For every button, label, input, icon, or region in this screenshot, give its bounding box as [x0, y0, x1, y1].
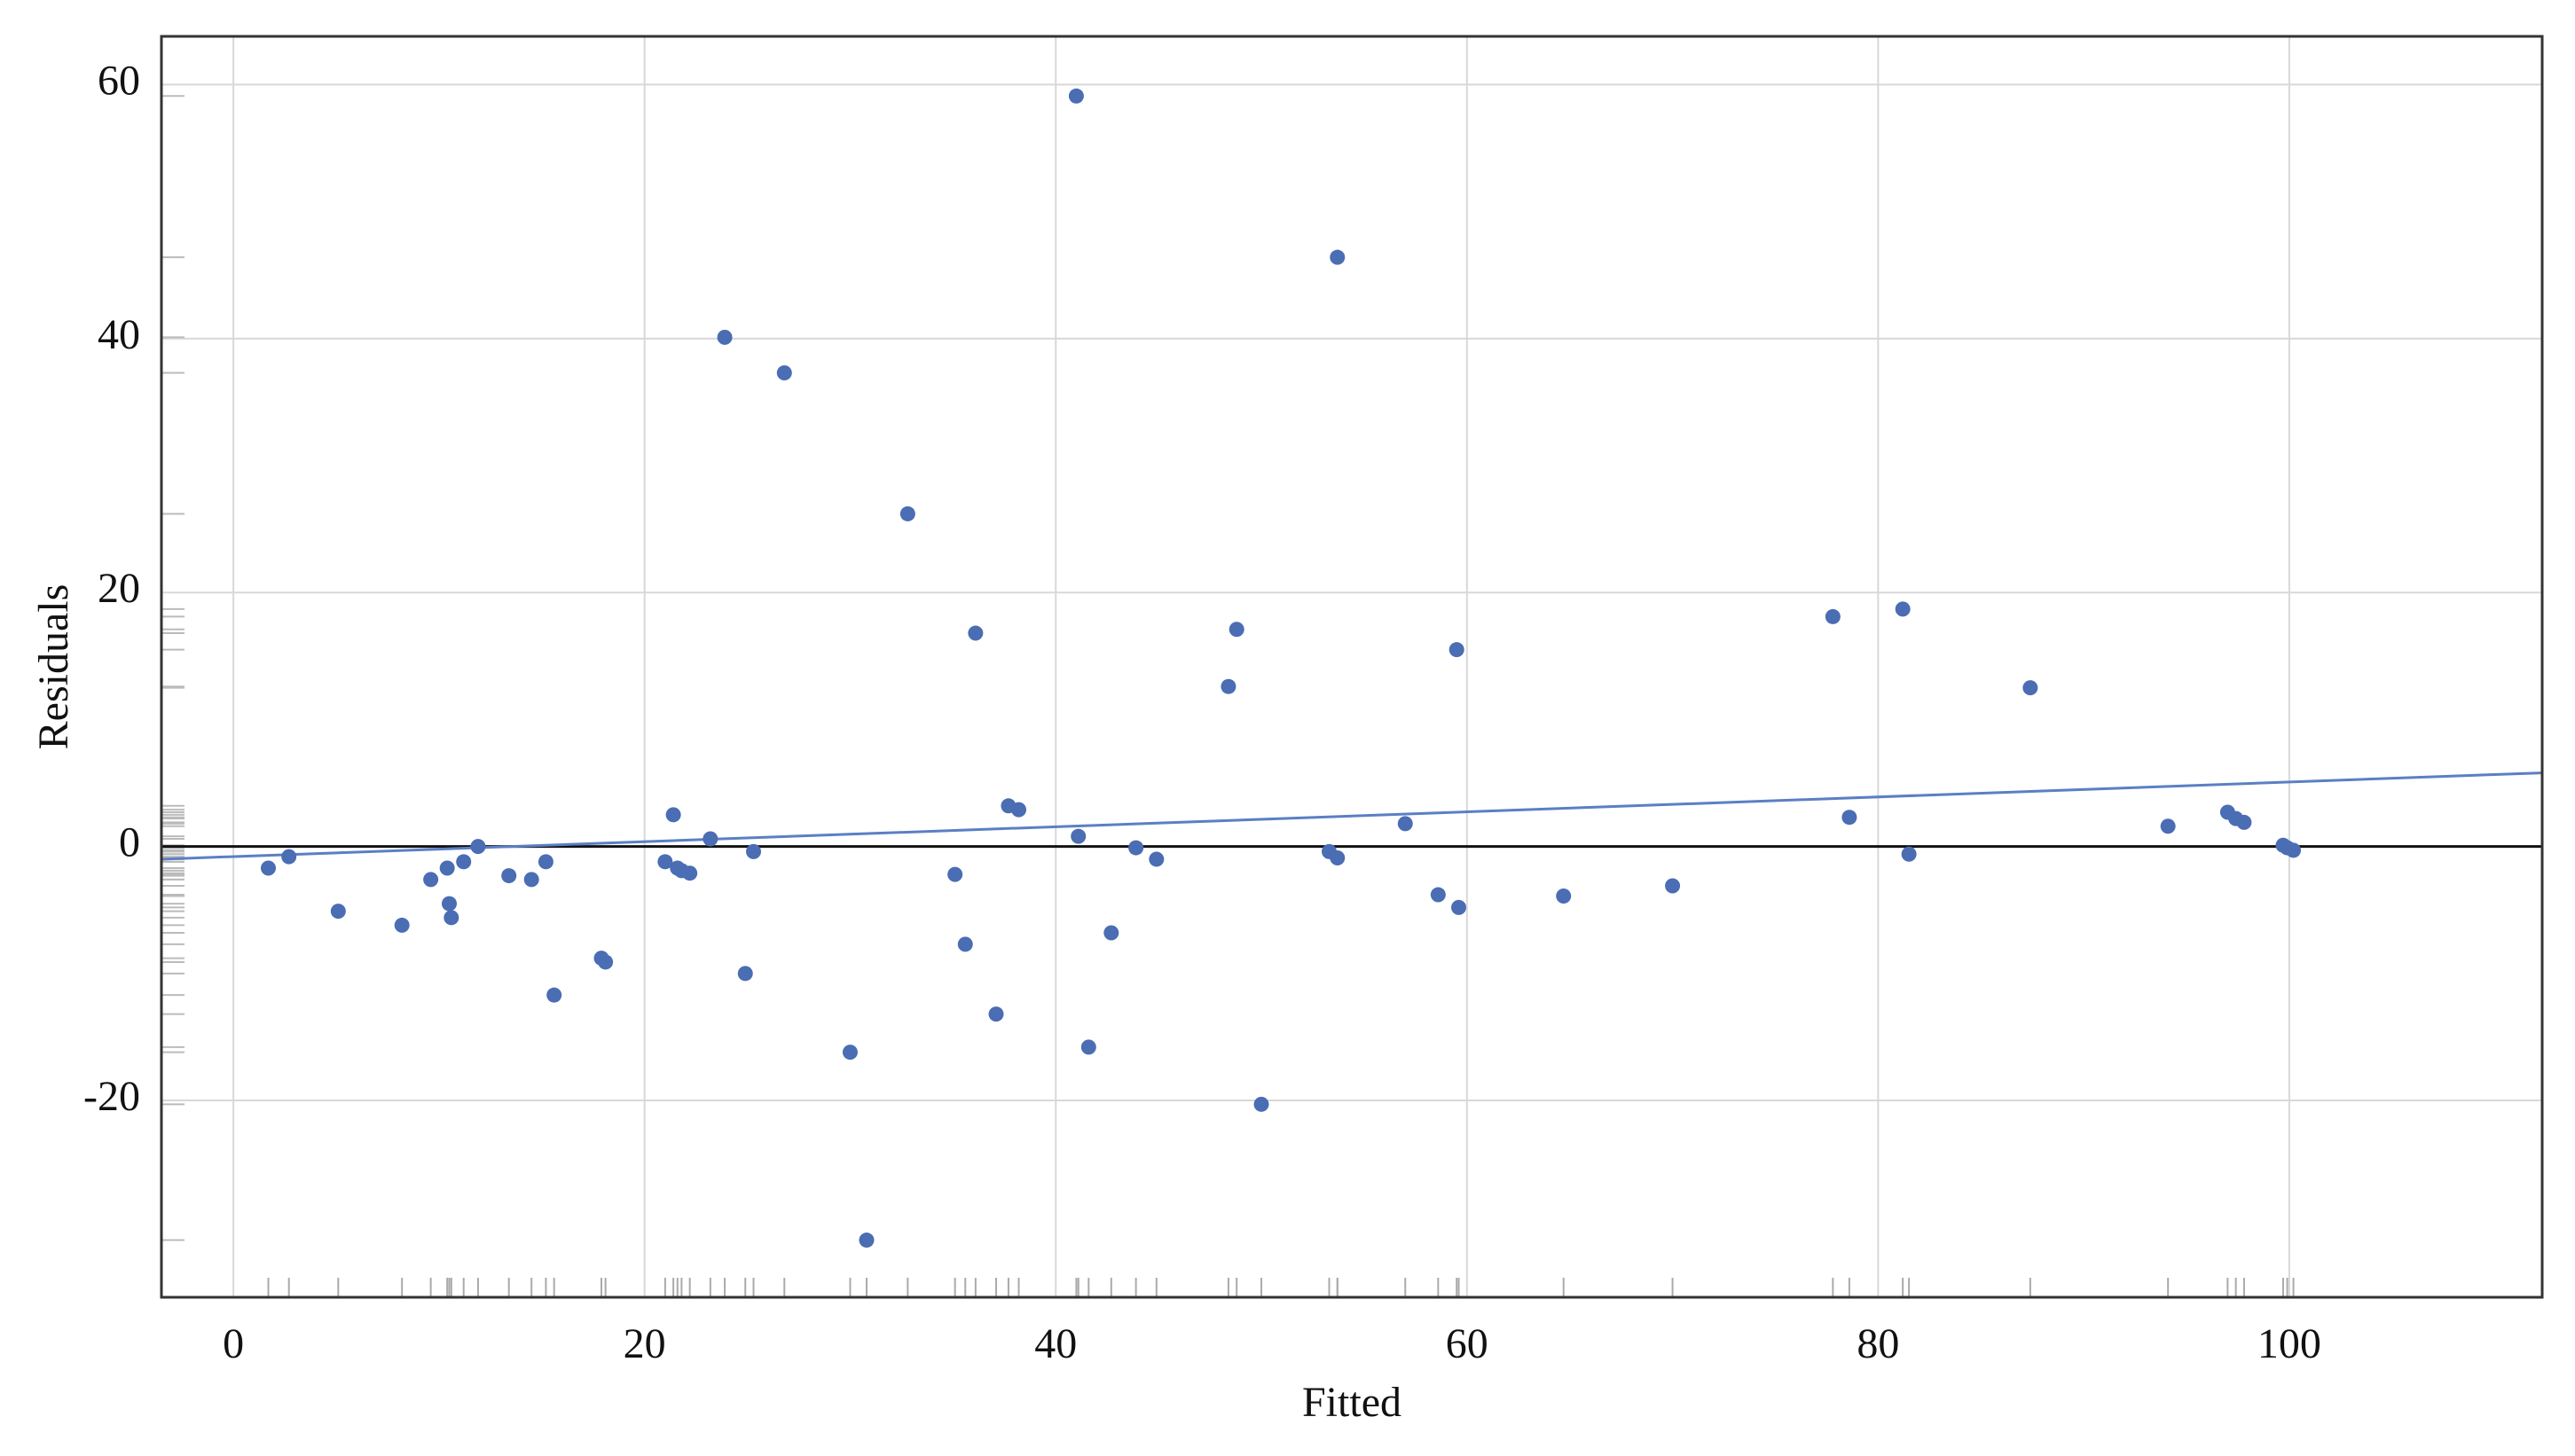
point — [1149, 851, 1165, 867]
point — [842, 1045, 858, 1061]
point — [441, 896, 457, 912]
x-tick-label: 60 — [1446, 1320, 1488, 1367]
point — [1556, 888, 1572, 904]
point — [657, 854, 673, 870]
point — [746, 843, 762, 859]
point — [859, 1233, 875, 1249]
point — [523, 872, 539, 888]
point — [776, 364, 792, 380]
point — [717, 329, 733, 345]
point — [703, 831, 718, 847]
point — [598, 954, 614, 970]
point — [2236, 814, 2252, 830]
point — [501, 868, 517, 884]
point — [1841, 810, 1857, 826]
point — [1901, 846, 1917, 862]
point — [1011, 802, 1027, 818]
point — [988, 1006, 1004, 1022]
point — [1451, 899, 1467, 915]
point — [1080, 1039, 1096, 1055]
point — [665, 807, 681, 823]
y-tick-label: 40 — [98, 311, 140, 358]
point — [1895, 601, 1911, 617]
point — [1448, 642, 1464, 658]
point — [470, 839, 486, 855]
point — [2160, 818, 2176, 834]
point — [682, 865, 698, 881]
point — [1068, 88, 1084, 104]
x-axis-label: Fitted — [1302, 1379, 1401, 1426]
point — [1665, 878, 1681, 894]
point — [1330, 249, 1346, 265]
point — [737, 966, 753, 982]
point — [957, 936, 973, 952]
y-tick-label: 0 — [119, 819, 140, 866]
point — [1825, 608, 1841, 624]
point — [968, 625, 984, 641]
point — [423, 872, 439, 888]
point — [1253, 1096, 1269, 1112]
x-tick-label: 0 — [223, 1320, 244, 1367]
point — [1071, 828, 1087, 844]
point — [2022, 680, 2038, 696]
x-tick-label: 80 — [1857, 1320, 1899, 1367]
point — [439, 860, 455, 876]
plot-frame — [160, 35, 2544, 1299]
point — [538, 854, 553, 870]
point — [1221, 678, 1236, 694]
point — [444, 910, 459, 926]
point — [330, 904, 346, 920]
y-axis-label: Residuals — [30, 584, 77, 750]
point — [546, 987, 562, 1003]
point — [394, 917, 410, 933]
trend-line — [161, 771, 2543, 861]
y-tick-label: -20 — [83, 1073, 140, 1120]
point — [1128, 840, 1144, 856]
point — [2286, 842, 2302, 858]
point — [1430, 887, 1446, 903]
point — [1397, 816, 1413, 832]
x-tick-label: 20 — [624, 1320, 666, 1367]
x-tick-label: 100 — [2257, 1320, 2321, 1367]
point — [281, 849, 297, 865]
point — [899, 505, 915, 521]
point — [1229, 622, 1244, 638]
point — [1103, 925, 1119, 941]
x-tick-label: 40 — [1034, 1320, 1077, 1367]
y-tick-label: 60 — [98, 57, 140, 104]
point — [456, 854, 472, 870]
point — [1330, 850, 1346, 866]
y-tick-label: 20 — [98, 565, 140, 612]
point — [261, 860, 277, 876]
point — [947, 866, 963, 882]
